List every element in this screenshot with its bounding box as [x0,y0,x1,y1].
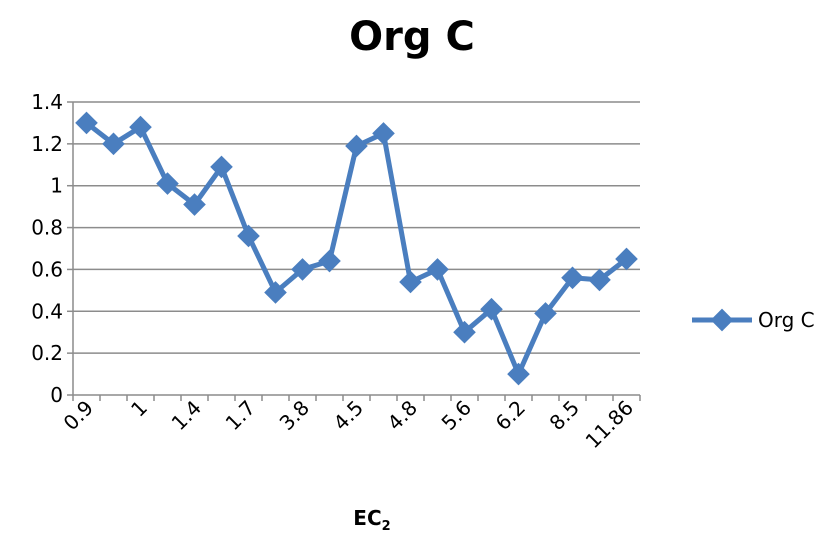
x-tick-label: 0.9 [59,396,98,435]
x-tick-label: 11.86 [581,396,638,453]
x-tick-label: 6.2 [491,396,530,435]
y-tick-label: 0.2 [31,341,63,365]
legend-marker [711,309,734,332]
x-tick-label: 4.5 [329,396,368,435]
x-tick-label: 4.8 [383,396,422,435]
y-tick-label: 0.8 [31,216,63,240]
y-axis-ticks: 0 0.2 0.4 0.6 0.8 1 1.2 1.4 [31,90,73,407]
y-tick-label: 1 [50,174,63,198]
data-point [426,258,449,281]
data-point [507,363,530,386]
x-tick-label: 1.7 [221,396,260,435]
x-tick-label: 1 [126,396,152,422]
data-point [345,135,368,158]
x-tick-label: 1.4 [167,396,206,435]
x-tick-label: 5.6 [437,396,476,435]
x-axis-title: EC2 [353,506,390,534]
y-tick-label: 1.4 [31,90,63,114]
data-point [372,122,395,145]
series-line [87,123,627,374]
series-org-c [75,112,638,386]
y-tick-label: 1.2 [31,132,63,156]
data-point [399,271,422,294]
y-tick-label: 0.6 [31,257,63,281]
y-tick-label: 0 [50,383,63,407]
data-point [129,116,152,139]
x-axis-ticks: 0.9 1 1.4 1.7 3.8 4.5 4.8 5.6 6.2 8.511.86 [59,396,638,453]
x-tick-label: 3.8 [275,396,314,435]
x-tick-label: 8.5 [545,396,584,435]
legend: Org C [692,308,815,332]
chart-title: Org C [349,14,475,60]
legend-label: Org C [758,308,815,332]
y-tick-label: 0.4 [31,299,63,323]
